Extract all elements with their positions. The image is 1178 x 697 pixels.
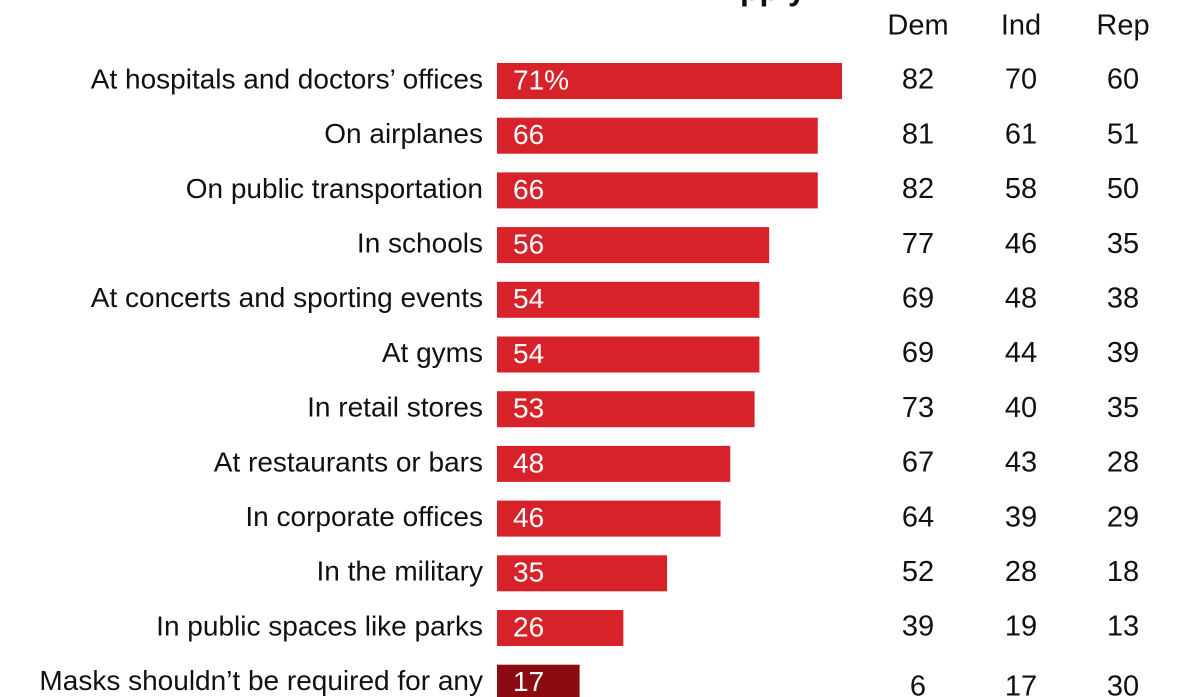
table-row: At concerts and sporting events 54 69 48 38	[91, 281, 1139, 318]
rep-value: 18	[1107, 556, 1139, 588]
dem-value: 82	[902, 64, 934, 96]
bar	[497, 63, 843, 99]
ind-value: 43	[1005, 447, 1037, 479]
bar	[497, 117, 818, 154]
bar-value-label: 48	[513, 447, 544, 478]
dem-value: 69	[902, 282, 934, 314]
table-row: At hospitals and doctors’ offices 71% 82 70…	[91, 63, 1139, 99]
dem-value: 52	[902, 556, 934, 588]
table-row: In retail stores 53 73 40 35	[307, 391, 1139, 428]
bar-value-label: 56	[513, 228, 544, 259]
bar-value-label: 17	[513, 666, 544, 697]
bar	[497, 664, 580, 697]
category-label: At hospitals and doctors’ offices	[91, 63, 483, 94]
category-label: In retail stores	[307, 392, 483, 423]
ind-value: 19	[1005, 611, 1037, 643]
rep-value: 38	[1107, 282, 1139, 314]
ind-value: 17	[1005, 670, 1037, 697]
category-label: On public transportation	[186, 173, 483, 204]
table-row: On public transportation 66 82 58 50	[186, 172, 1139, 209]
bar-value-label: 54	[513, 338, 544, 369]
table-row: In corporate offices 46 64 39 29	[245, 500, 1139, 537]
rep-value: 39	[1107, 337, 1139, 369]
bar	[497, 336, 760, 373]
bar	[497, 500, 721, 537]
table-row: In schools 56 77 46 35	[357, 227, 1139, 264]
rep-value: 50	[1107, 173, 1139, 205]
table-row: At restaurants or bars 48 67 43 28	[214, 445, 1139, 482]
dem-value: 69	[902, 337, 934, 369]
category-label: At concerts and sporting events	[91, 282, 483, 313]
bar	[497, 610, 624, 646]
ind-value: 39	[1005, 501, 1037, 533]
category-label: Masks shouldn’t be required for any	[39, 665, 483, 696]
category-label: In public spaces like parks	[156, 610, 483, 641]
dem-value: 81	[902, 118, 934, 150]
chart-title: pply	[740, 0, 806, 7]
bar-value-label: 54	[513, 283, 544, 314]
bar-value-label: 53	[513, 393, 544, 424]
bar	[497, 172, 818, 209]
category-label: In schools	[357, 227, 483, 258]
table-row: In public spaces like parks 26 39 19 13	[156, 610, 1139, 646]
rep-value: 28	[1107, 447, 1139, 479]
column-header-ind: Ind	[1001, 10, 1041, 42]
ind-value: 58	[1005, 173, 1037, 205]
table-row: At gyms 54 69 44 39	[382, 336, 1139, 373]
category-label: At gyms	[382, 337, 483, 368]
bar	[497, 445, 731, 482]
rep-value: 60	[1107, 64, 1139, 96]
ind-value: 61	[1005, 118, 1037, 150]
bar-value-label: 26	[513, 611, 544, 642]
dem-value: 64	[902, 501, 934, 533]
dem-value: 73	[902, 392, 934, 424]
dem-value: 6	[910, 670, 926, 697]
ind-value: 44	[1005, 337, 1037, 369]
dem-value: 77	[902, 228, 934, 260]
table-row: Masks shouldn’t be required for any 17 6 17…	[39, 664, 1139, 697]
title-area: pply	[740, 0, 806, 7]
category-label: In corporate offices	[245, 501, 483, 532]
category-label: In the military	[317, 556, 484, 587]
ind-value: 48	[1005, 282, 1037, 314]
bar	[497, 391, 755, 428]
table-row: On airplanes 66 81 61 51	[324, 117, 1139, 154]
dem-value: 82	[902, 173, 934, 205]
rep-value: 29	[1107, 501, 1139, 533]
rep-value: 13	[1107, 611, 1139, 643]
category-label: At restaurants or bars	[214, 446, 483, 477]
rep-value: 30	[1107, 670, 1139, 697]
category-label: On airplanes	[324, 118, 483, 149]
bar-value-label: 66	[513, 119, 544, 150]
chart-rows: At hospitals and doctors’ offices 71% 82 70…	[39, 63, 1139, 697]
column-header-dem: Dem	[887, 10, 948, 42]
bar	[497, 555, 668, 592]
bar-value-label: 46	[513, 502, 544, 533]
table-row: In the military 35 52 28 18	[317, 555, 1139, 592]
rep-value: 51	[1107, 118, 1139, 150]
bar	[497, 281, 760, 318]
ind-value: 40	[1005, 392, 1037, 424]
bar-value-label: 71%	[513, 64, 569, 95]
dem-value: 67	[902, 447, 934, 479]
ind-value: 46	[1005, 228, 1037, 260]
bar-value-label: 35	[513, 557, 544, 588]
ind-value: 28	[1005, 556, 1037, 588]
bar	[497, 227, 770, 264]
column-headers: Dem Ind Rep	[887, 10, 1149, 42]
rep-value: 35	[1107, 228, 1139, 260]
bar-value-label: 66	[513, 174, 544, 205]
rep-value: 35	[1107, 392, 1139, 424]
dem-value: 39	[902, 611, 934, 643]
column-header-rep: Rep	[1096, 10, 1149, 42]
ind-value: 70	[1005, 64, 1037, 96]
